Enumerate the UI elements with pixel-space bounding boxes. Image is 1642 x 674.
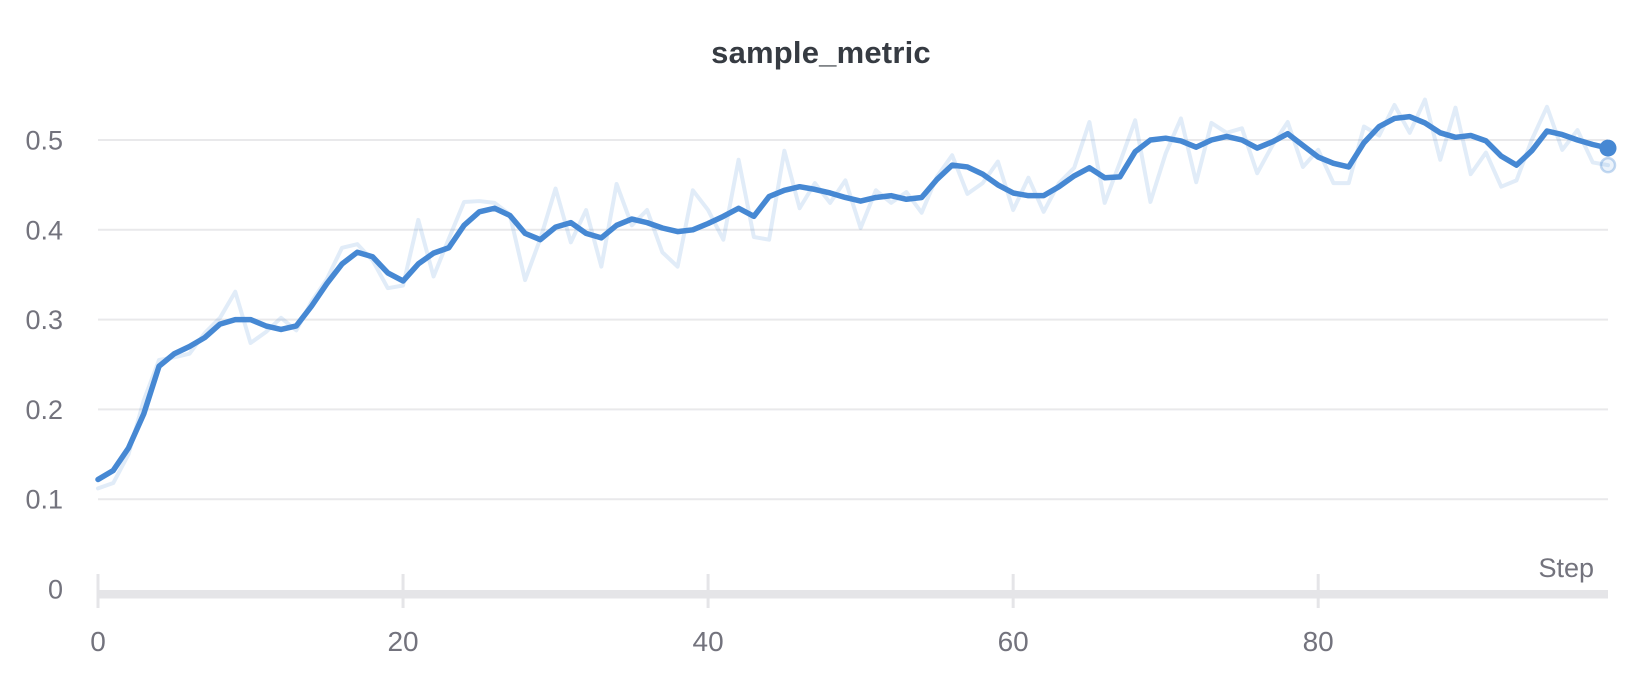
x-tick [706, 574, 710, 608]
y-tick-label: 0.5 [25, 126, 63, 156]
x-tick-label: 0 [90, 626, 106, 657]
x-axis-label: Step [1538, 553, 1594, 583]
x-tick [96, 574, 100, 608]
y-tick-label: 0.2 [25, 395, 63, 425]
y-tick-label: 0.4 [25, 215, 63, 245]
x-tick [1011, 574, 1015, 608]
raw-series-line [96, 97, 1610, 491]
x-tick-label: 80 [1303, 626, 1334, 657]
x-tick [1316, 574, 1320, 608]
chart-title: sample_metric [711, 35, 931, 70]
x-tick-label: 20 [387, 626, 418, 657]
x-tick-label: 60 [998, 626, 1029, 657]
smoothed-end-marker [1599, 139, 1617, 157]
x-tick-label: 40 [693, 626, 724, 657]
y-tick-label: 0.1 [25, 485, 63, 515]
x-axis-bar [98, 590, 1608, 599]
raw-end-marker [1599, 156, 1617, 174]
y-tick-label: 0 [48, 575, 63, 605]
x-tick [401, 574, 405, 608]
y-tick-label: 0.3 [25, 305, 63, 335]
smoothed-series-line [95, 113, 1611, 483]
